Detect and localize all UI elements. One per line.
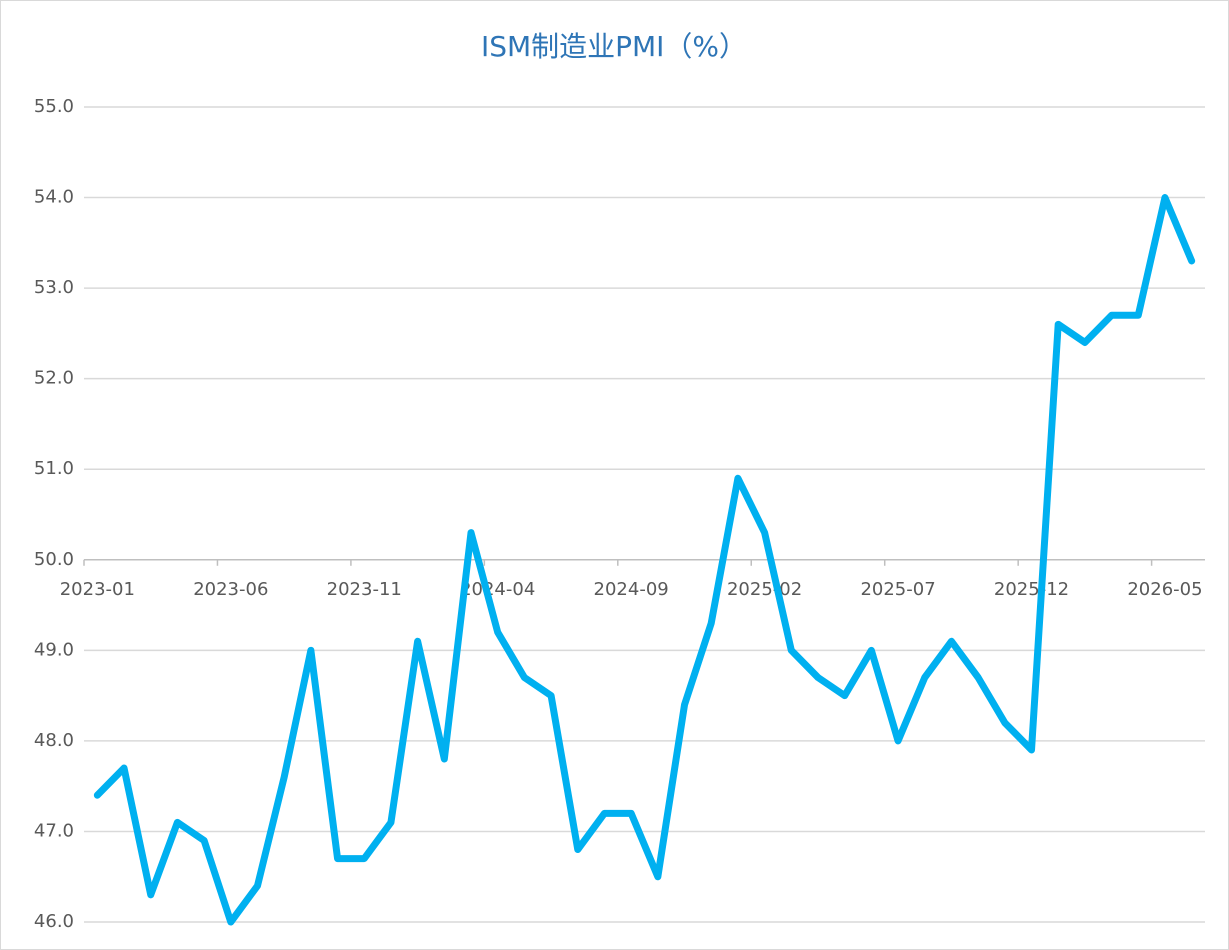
- x-tick-label: 2025-12: [994, 579, 1069, 600]
- y-tick-label: 46.0: [34, 911, 74, 932]
- x-tick-label: 2023-01: [60, 579, 135, 600]
- y-tick-label: 48.0: [34, 730, 74, 751]
- y-tick-label: 51.0: [34, 458, 74, 479]
- y-tick-label: 53.0: [34, 277, 74, 298]
- y-tick-label: 47.0: [34, 820, 74, 841]
- y-tick-label: 52.0: [34, 368, 74, 389]
- series-line: [93, 194, 1196, 926]
- chart-title: ISM制造业PMI（%）: [481, 30, 747, 63]
- y-tick-label: 49.0: [34, 639, 74, 660]
- x-tick-label: 2025-02: [727, 579, 802, 600]
- x-tick-label: 2023-11: [327, 579, 402, 600]
- y-tick-label: 55.0: [34, 96, 74, 117]
- y-tick-label: 50.0: [34, 549, 74, 570]
- x-tick-label: 2024-09: [594, 579, 669, 600]
- y-tick-label: 54.0: [34, 187, 74, 208]
- x-tick-label: 2026-05: [1127, 579, 1202, 600]
- x-tick-label: 2023-06: [193, 579, 268, 600]
- x-tick-label: 2025-07: [860, 579, 935, 600]
- x-tick-label: 2024-04: [460, 579, 535, 600]
